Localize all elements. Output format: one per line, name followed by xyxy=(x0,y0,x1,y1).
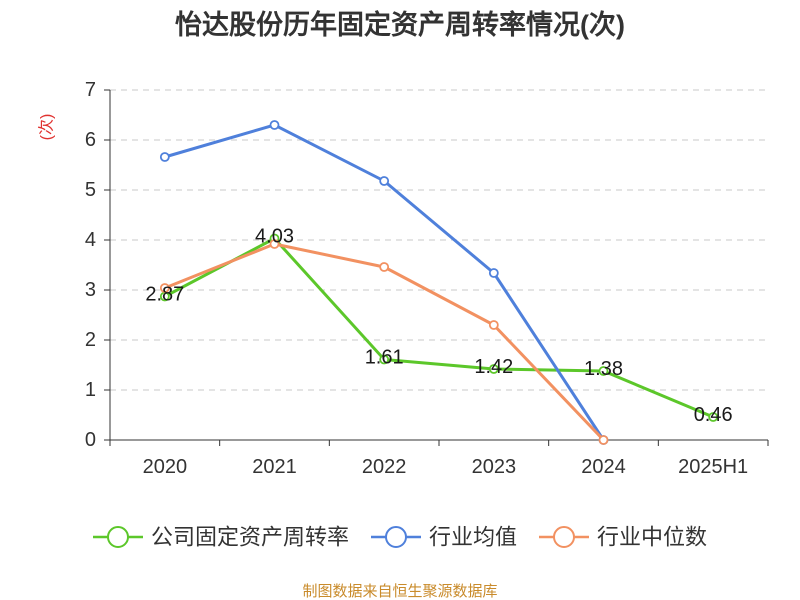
x-tick-label: 2023 xyxy=(472,456,517,478)
data-label: 1.61 xyxy=(365,347,404,369)
y-tick-label: 5 xyxy=(85,179,96,201)
legend: 公司固定资产周转率 行业均值 行业中位数 xyxy=(93,525,707,550)
data-point[interactable] xyxy=(708,412,719,422)
series-1 xyxy=(159,233,719,422)
data-point[interactable] xyxy=(488,364,499,374)
legend-circle-icon xyxy=(553,526,575,548)
series-line xyxy=(163,123,605,442)
legend-item-1[interactable]: 公司固定资产周转率 xyxy=(93,525,349,550)
legend-item-3[interactable]: 行业中位数 xyxy=(539,525,707,550)
data-point[interactable] xyxy=(379,354,390,365)
legend-label: 公司固定资产周转率 xyxy=(151,525,349,550)
y-tick-label: 6 xyxy=(85,129,96,151)
y-tick-label: 3 xyxy=(85,279,96,301)
source-footnote: 制图数据来自恒生聚源数据库 xyxy=(302,583,497,600)
y-axis-label: (次) xyxy=(38,114,56,141)
legend-label: 行业均值 xyxy=(429,525,517,550)
data-point[interactable] xyxy=(379,262,390,272)
data-point[interactable] xyxy=(379,176,390,186)
chart-title: 怡达股份历年固定资产周转率情况(次) xyxy=(175,9,625,40)
y-tick-label: 2 xyxy=(85,329,96,351)
data-point[interactable] xyxy=(159,152,170,162)
data-labels: 2.87 4.03 1.61 1.42 1.38 0.46 xyxy=(145,226,732,427)
data-label: 2.87 xyxy=(145,284,184,306)
series-line xyxy=(163,237,715,419)
data-label: 1.42 xyxy=(474,356,513,378)
legend-label: 行业中位数 xyxy=(597,525,707,550)
data-label: 0.46 xyxy=(694,404,733,426)
data-point[interactable] xyxy=(159,283,170,293)
data-point[interactable] xyxy=(488,320,499,330)
x-tick-label: 2022 xyxy=(362,456,407,478)
y-tick-label: 1 xyxy=(85,379,96,401)
data-label: 1.38 xyxy=(584,358,623,380)
x-tick-label: 2020 xyxy=(143,456,188,478)
data-point[interactable] xyxy=(598,435,609,445)
gridlines xyxy=(110,89,768,391)
series-3 xyxy=(159,239,609,445)
data-point[interactable] xyxy=(269,239,280,249)
x-tick-label: 2021 xyxy=(252,456,297,478)
y-tick-label: 7 xyxy=(85,79,96,101)
axes: 0 1 2 3 4 5 6 7 2020 2021 2022 2023 2024 2025H1 xyxy=(85,79,769,478)
series-layer xyxy=(159,120,719,445)
data-point[interactable] xyxy=(598,366,609,376)
x-tick-label: 2025H1 xyxy=(678,456,748,478)
series-2 xyxy=(159,120,609,445)
y-tick-label: 0 xyxy=(85,429,96,451)
data-point[interactable] xyxy=(488,268,499,278)
y-tick-label: 4 xyxy=(85,229,96,251)
data-label: 4.03 xyxy=(255,226,294,248)
data-point[interactable] xyxy=(269,120,280,130)
x-tick-label: 2024 xyxy=(581,456,626,478)
legend-circle-icon xyxy=(385,526,407,548)
legend-circle-icon xyxy=(107,526,129,548)
legend-item-2[interactable]: 行业均值 xyxy=(371,525,517,550)
